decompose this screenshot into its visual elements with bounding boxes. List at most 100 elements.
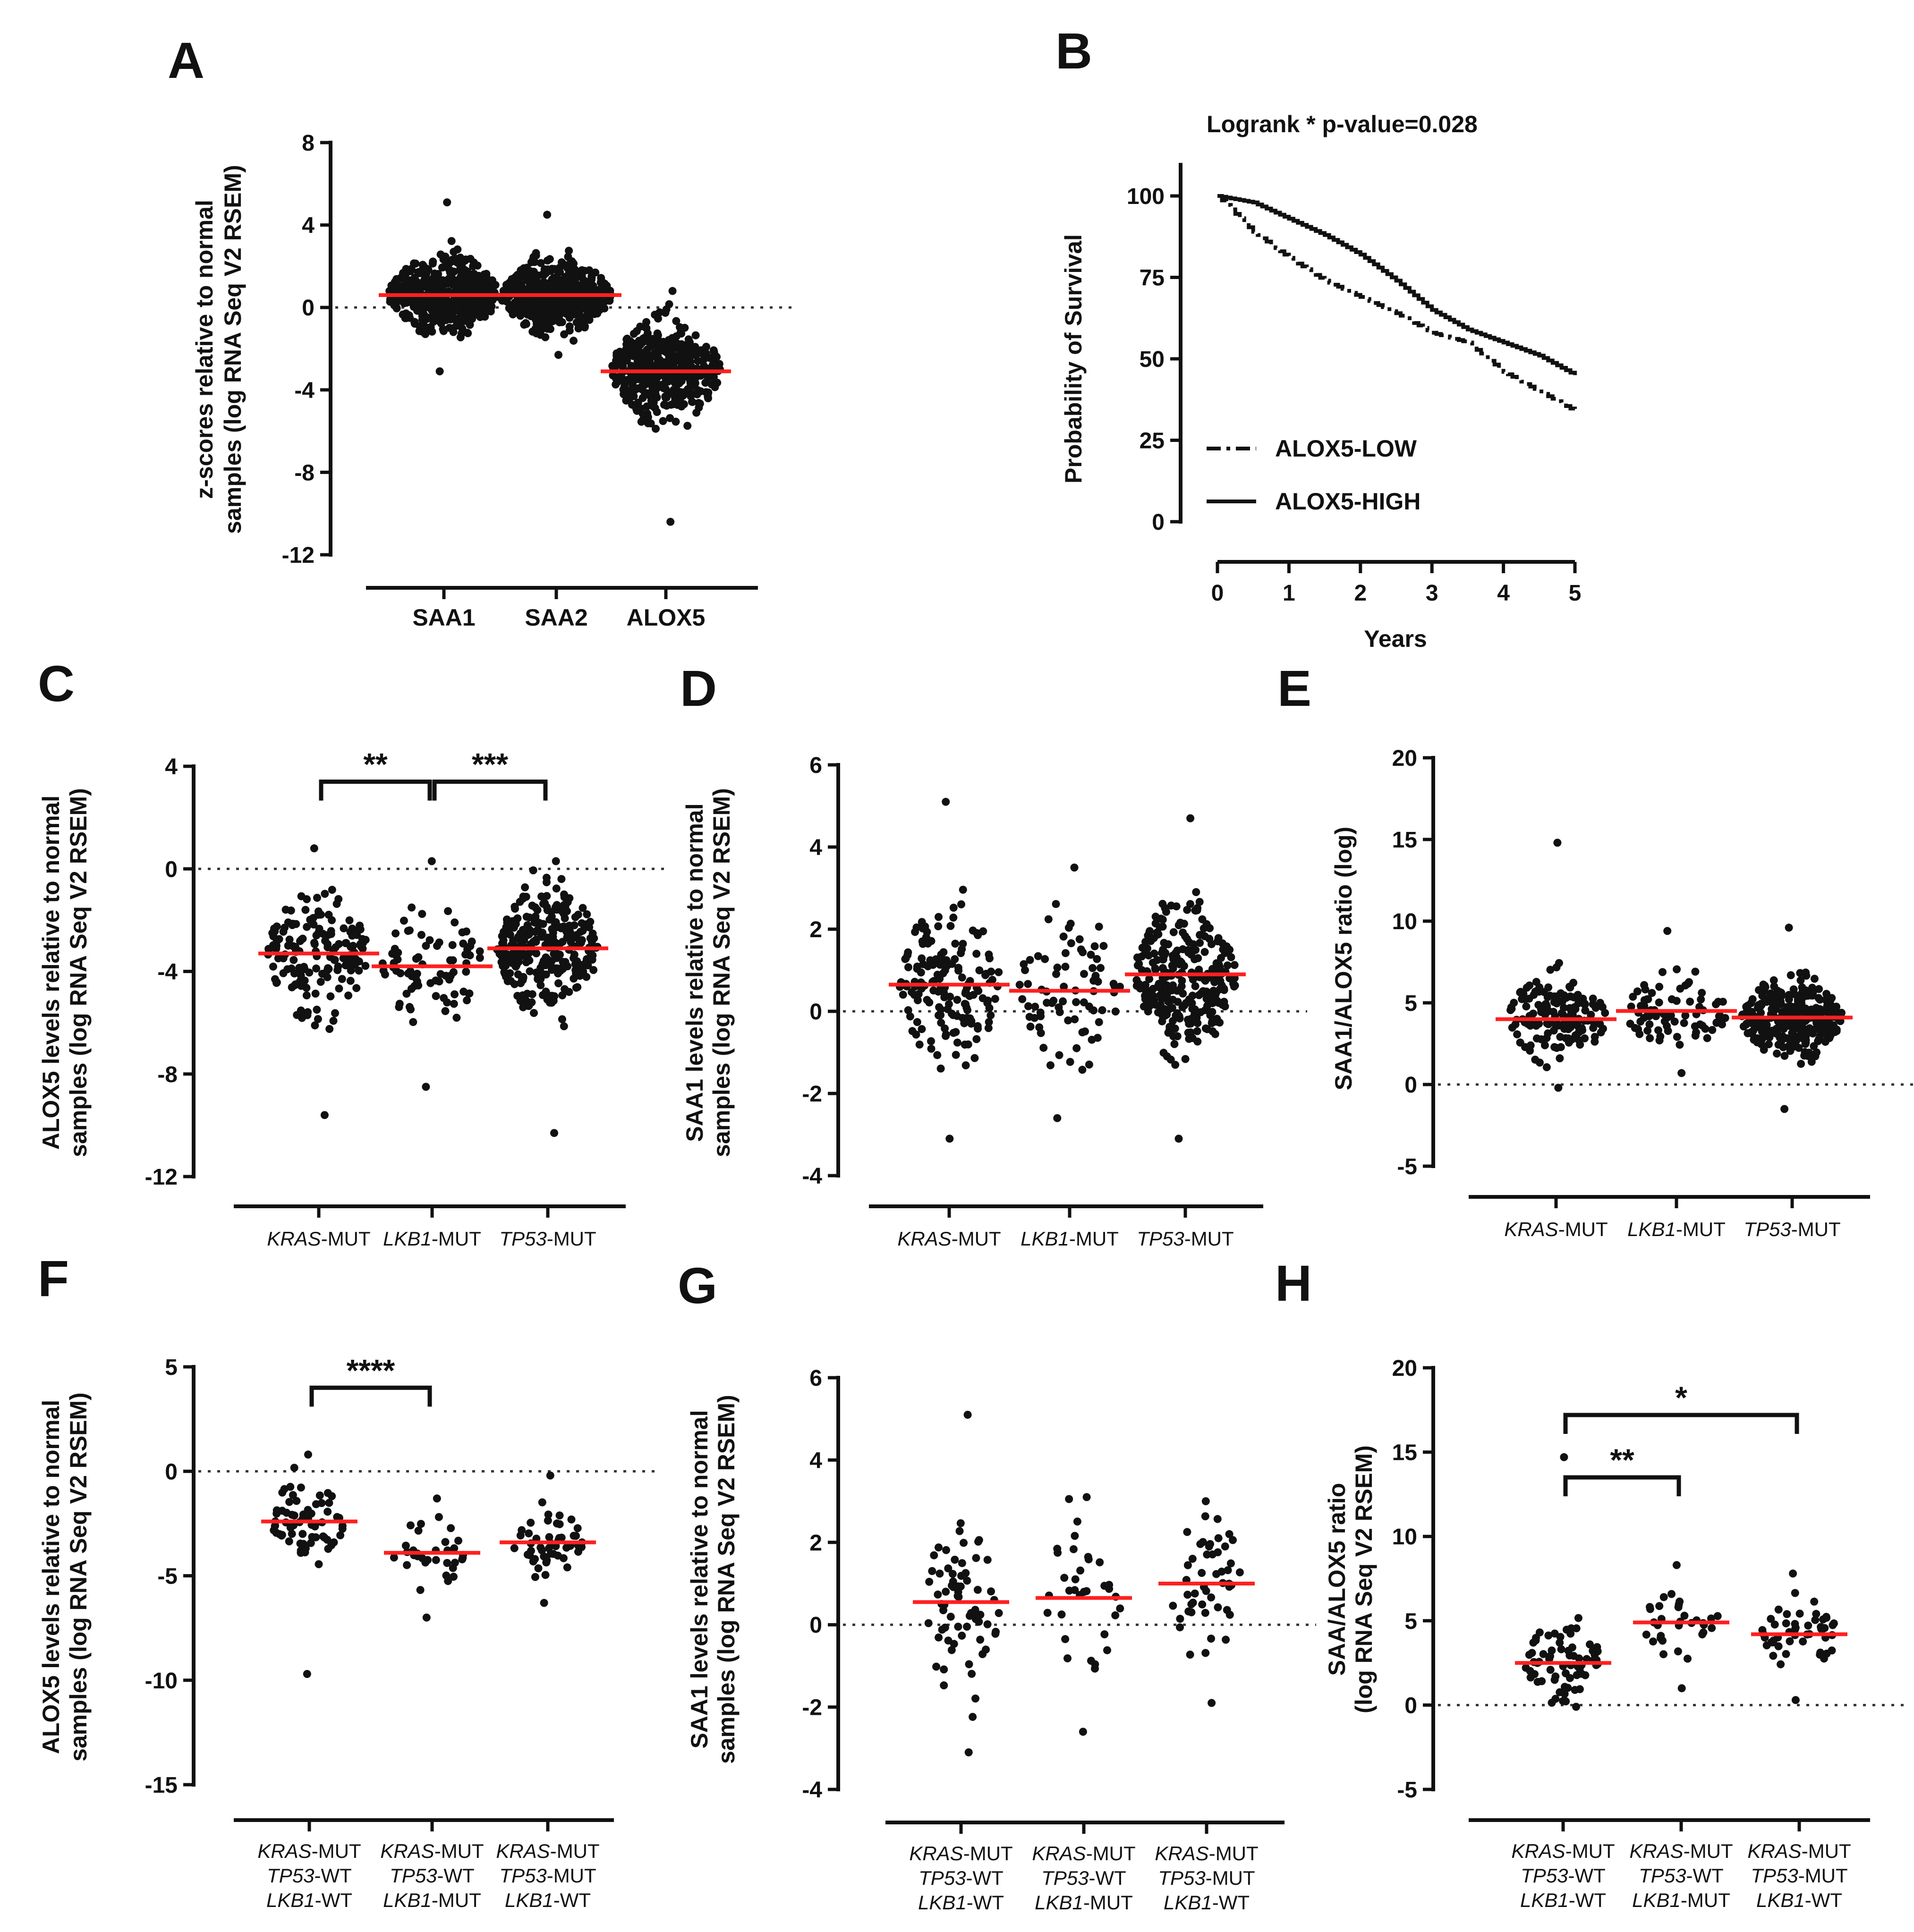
data-point [608,362,617,370]
data-point [1573,993,1582,1001]
data-point [976,1635,985,1644]
data-point [654,351,662,360]
data-point [456,266,464,275]
gene-name: KRAS [380,1840,434,1862]
data-point [1581,1671,1590,1679]
data-point [540,1552,548,1560]
mutation-status: -MUT [1684,1840,1733,1862]
data-point [429,318,438,326]
data-point [672,417,680,426]
data-point [304,1506,312,1514]
data-point [582,973,591,981]
data-point [904,1006,912,1015]
data-point [459,1553,467,1562]
data-group-2 [384,1494,480,1622]
data-point [1067,939,1075,948]
y-tick-label: 0 [809,1613,822,1638]
data-point [528,990,536,999]
significance-bracket [309,1385,432,1407]
data-point [1681,981,1690,990]
data-point [1222,1635,1230,1644]
data-point [272,1506,281,1515]
data-point [1198,1569,1206,1577]
data-point [561,985,569,993]
data-point [500,931,508,940]
category-label-line: LKB1-WT [918,1891,1004,1914]
data-point [462,967,470,976]
gene-name: LKB1 [1021,1228,1069,1250]
data-point [957,949,965,958]
data-point [949,914,958,922]
data-point [576,285,585,293]
data-point [974,987,983,995]
data-point [539,320,547,328]
data-point [443,1559,451,1567]
category-label-line: TP53-WT [919,1867,1004,1889]
data-point [432,992,440,1000]
data-point [1597,1002,1606,1010]
data-point [693,386,702,394]
category-label: KRAS-MUT [897,1228,1001,1250]
data-point [466,321,474,329]
data-point [1541,1010,1549,1019]
data-point [312,931,321,940]
data-point [987,1011,995,1019]
data-point [1691,1022,1699,1031]
data-point [650,376,659,384]
data-point [391,929,400,938]
data-point [517,297,525,306]
data-point [1171,1060,1180,1069]
data-point [432,976,440,985]
mutation-status: -MUT [1184,1228,1234,1250]
data-point [1037,1012,1045,1020]
data-point [963,1622,971,1631]
data-point [285,1537,293,1546]
data-point [606,287,614,295]
data-point [1168,961,1176,970]
data-point [1181,932,1190,941]
data-point [587,938,596,946]
data-point [1532,1022,1540,1030]
data-point [338,1525,347,1533]
data-point [672,317,681,325]
data-point [1708,1624,1716,1632]
data-point [1769,1636,1778,1645]
gene-name: TP53 [499,1228,546,1250]
data-point [506,919,515,927]
data-point [687,352,695,360]
mutation-status: -MUT [1798,1864,1848,1887]
data-point [1093,955,1101,963]
data-point [1640,981,1649,989]
data-point [414,981,423,990]
mutation-status: -MUT [1565,1840,1615,1862]
data-point [1149,934,1158,942]
data-point [588,951,597,959]
data-point [1071,1532,1079,1540]
data-point [987,967,995,976]
data-point [945,1135,954,1143]
data-point [1077,945,1085,954]
data-point [451,307,459,315]
data-point [1220,998,1228,1006]
data-point [306,1539,315,1547]
y-axis-title-line: samples (log RNA Seq V2 RSEM) [713,1395,740,1764]
mutation-status: -MUT [1209,1842,1259,1864]
data-point [1173,1009,1182,1017]
data-point [612,374,621,383]
data-point [546,1471,554,1480]
y-tick-label: 8 [302,131,315,156]
data-point [1193,1027,1201,1035]
data-point [1065,1586,1073,1595]
data-point [1034,952,1042,960]
data-point [463,267,472,276]
mutation-status: -WT [315,1889,352,1911]
data-point [612,380,620,389]
data-point [355,966,363,975]
data-point [1060,1574,1069,1582]
data-point [1667,1590,1676,1598]
data-point [347,966,355,974]
data-point [310,844,318,853]
gene-name: KRAS [496,1840,550,1862]
data-point [1181,1055,1190,1063]
y-axis-title-line: samples (log RNA Seq V2 RSEM) [65,788,92,1157]
